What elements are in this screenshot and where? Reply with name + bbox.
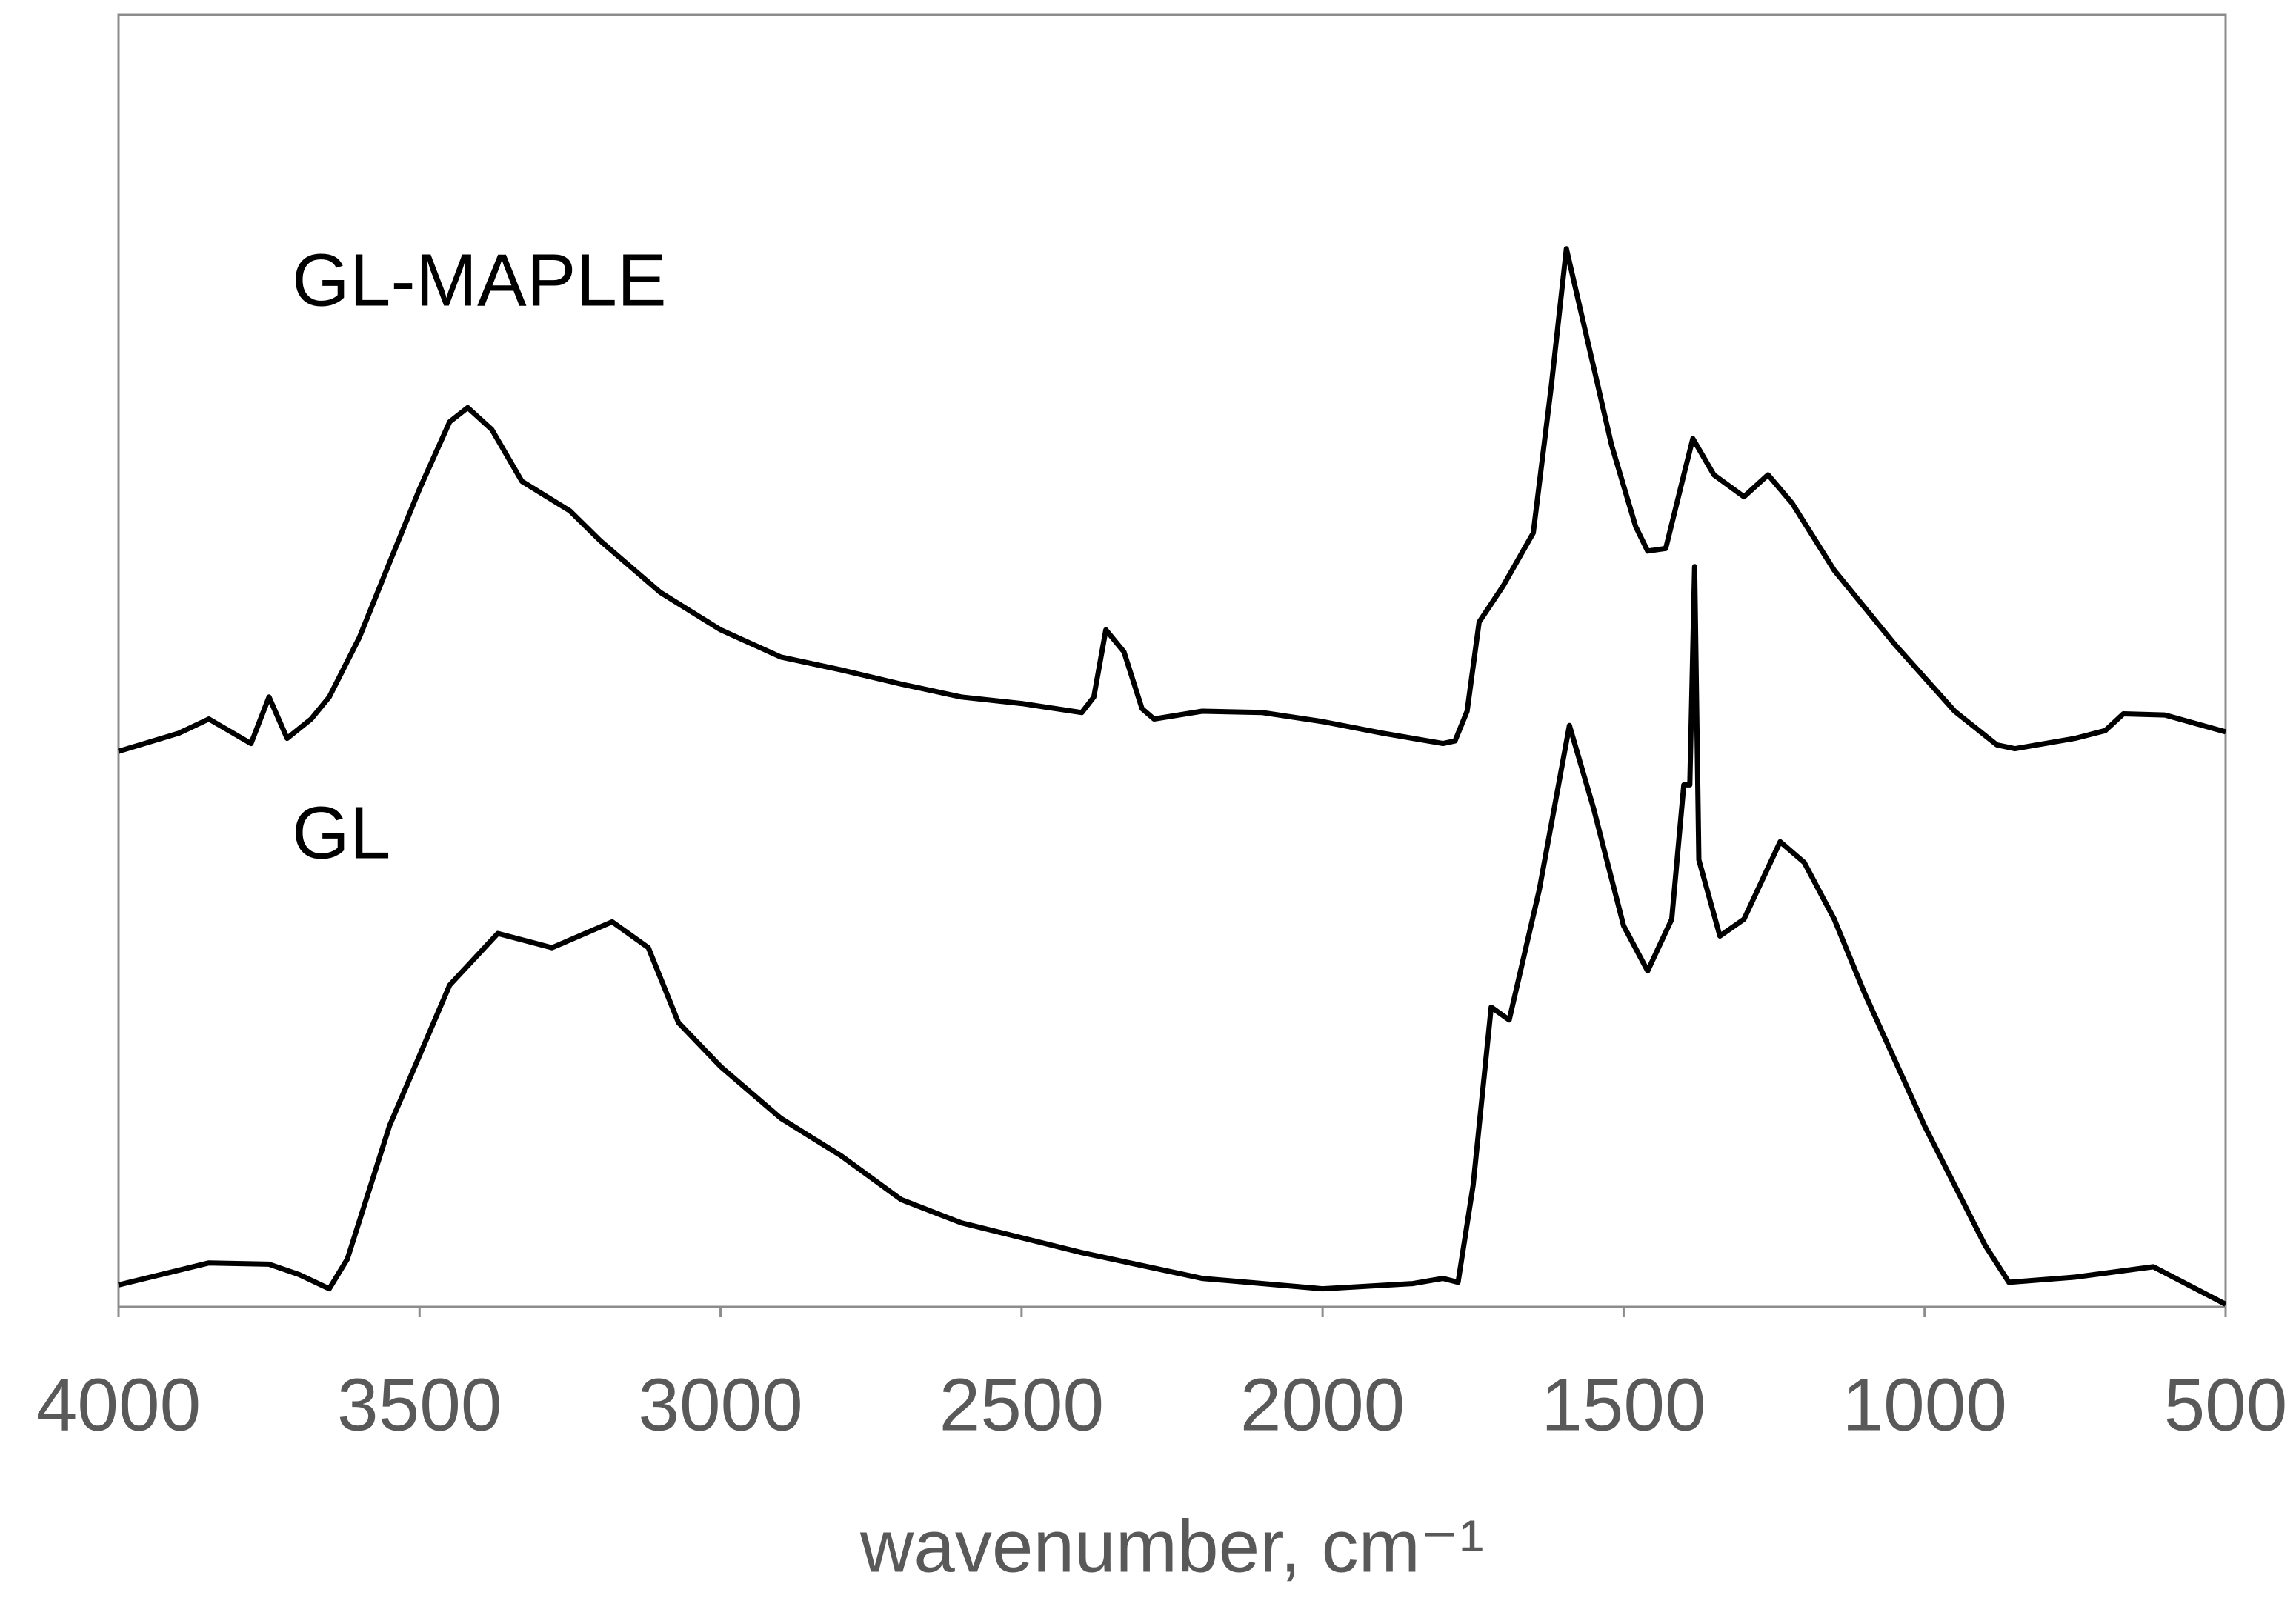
x-tick-label: 1500 bbox=[1541, 1363, 1706, 1446]
x-tick-label: 1000 bbox=[1842, 1363, 2006, 1446]
plot-frame bbox=[117, 13, 2227, 1308]
series-line bbox=[117, 246, 2226, 754]
x-tick-label: 2500 bbox=[939, 1363, 1104, 1446]
x-tick-label: 4000 bbox=[36, 1363, 201, 1446]
x-tick-label: 500 bbox=[2164, 1363, 2288, 1446]
x-axis-label: wavenumber, cm⁻¹ bbox=[859, 1505, 1484, 1588]
x-tick-label: 3000 bbox=[638, 1363, 802, 1446]
series-label: GL-MAPLE bbox=[292, 239, 667, 322]
series-line bbox=[118, 564, 2227, 1307]
x-tick-label: 2000 bbox=[1240, 1363, 1405, 1446]
series-label: GL bbox=[292, 791, 390, 874]
x-tick-label: 3500 bbox=[337, 1363, 502, 1446]
